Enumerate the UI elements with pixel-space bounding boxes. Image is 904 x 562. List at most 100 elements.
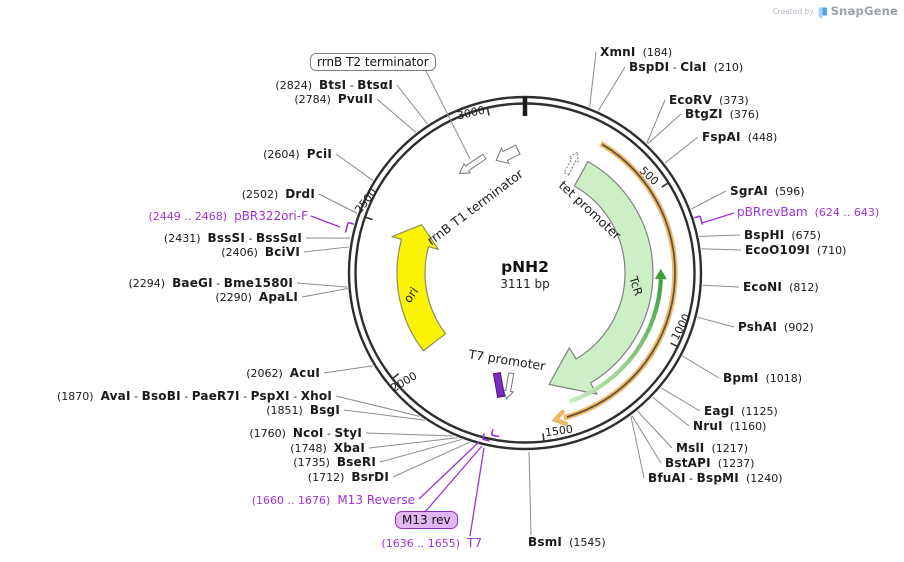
pbr322ori-f-mark	[344, 222, 349, 233]
callout-BsrDI	[392, 441, 470, 478]
label-BstAPI[interactable]: BstAPI (1237)	[665, 456, 755, 470]
tcr-direction-arrowhead	[654, 268, 667, 280]
tick-mark-2000	[391, 373, 400, 380]
label-BspDI-ClaI[interactable]: BspDI - ClaI (210)	[629, 60, 744, 74]
callout-BspDI	[597, 66, 626, 112]
callout-BtsI	[396, 84, 428, 125]
label-XbaI[interactable]: (1748) XbaI	[290, 441, 365, 455]
tet-gene-arrowhead	[551, 409, 568, 426]
callout-PshAI	[697, 316, 735, 328]
plasmid-name: pNH2	[501, 258, 549, 276]
callout-pBR322ori-F	[310, 215, 341, 228]
callout-M13 Reverse	[418, 441, 480, 500]
t2-box-callout	[425, 70, 471, 160]
pbr322ori-f-mark-tick	[347, 221, 355, 225]
callout-BseRI	[379, 438, 463, 463]
tet-promoter-arrow	[563, 151, 579, 176]
callout-T7	[469, 447, 485, 537]
label-BsmI[interactable]: BsmI (1545)	[528, 535, 606, 549]
label-T7[interactable]: (1636 .. 1655) T7	[381, 536, 482, 550]
rrnb-t1-terminator-arrow	[495, 144, 521, 165]
rrnb-t2-terminator-label-box[interactable]: rrnB T2 terminator	[310, 53, 436, 71]
callout-EcoNI	[702, 284, 740, 288]
m13-rev-label-box[interactable]: M13 rev	[395, 511, 458, 529]
ori-feature-arrow[interactable]	[391, 224, 447, 352]
tick-mark-500	[661, 182, 669, 188]
label-BtsI-BtsαI[interactable]: (2824) BtsI - BtsαI	[275, 78, 393, 92]
tick-mark-2500	[364, 216, 373, 221]
label-NruI[interactable]: NruI (1160)	[693, 419, 767, 433]
label-MslI[interactable]: MslI (1217)	[676, 441, 749, 455]
callout-PciI	[335, 153, 374, 181]
t7-primer-mark	[491, 434, 500, 438]
label-BsrDI[interactable]: (1712) BsrDI	[307, 470, 389, 484]
callout-AcuI	[323, 365, 374, 374]
label-BciVI[interactable]: (2406) BciVI	[221, 245, 300, 259]
callout-BsgI	[343, 409, 426, 421]
label-NcoI-StyI[interactable]: (1760) NcoI - StyI	[249, 426, 362, 440]
snapgene-logo-icon	[818, 5, 831, 19]
callout-BaeGI	[296, 282, 348, 288]
label-PvuII[interactable]: (2784) PvuII	[294, 92, 373, 106]
label-ApaLI[interactable]: (2290) ApaLI	[215, 290, 298, 304]
label-BspHI[interactable]: BspHI (675)	[744, 228, 821, 242]
callout-DrdI	[318, 193, 358, 214]
label-BpmI[interactable]: BpmI (1018)	[723, 371, 803, 385]
callout-EcoO109I	[701, 248, 742, 251]
callout-NruI	[652, 396, 690, 427]
t7-primer-mark-tick	[490, 429, 494, 436]
label-XmnI[interactable]: XmnI (184)	[600, 45, 673, 59]
label-BssSI-BssSαI[interactable]: (2431) BssSI - BssSαI	[163, 231, 302, 245]
callout-XmnI	[589, 51, 597, 108]
label-SgrAI[interactable]: SgrAI (596)	[730, 184, 805, 198]
label-EcoRV[interactable]: EcoRV (373)	[669, 93, 749, 107]
label-M13-Reverse[interactable]: (1660 .. 1676) M13 Reverse	[251, 493, 415, 507]
pbrrevbam-mark	[699, 215, 704, 225]
tick-mark-3000	[486, 107, 490, 116]
snapgene-watermark: Created by SnapGene	[772, 4, 898, 19]
label-EcoNI[interactable]: EcoNI (812)	[743, 280, 819, 294]
m13-box-callout	[424, 445, 483, 513]
callout-AvaI	[335, 395, 420, 417]
label-FspAI[interactable]: FspAI (448)	[702, 130, 778, 144]
callout-BciVI	[303, 246, 349, 253]
label-PshAI[interactable]: PshAI (902)	[738, 320, 814, 334]
watermark-brand: SnapGene	[830, 4, 898, 18]
label-BseRI[interactable]: (1735) BseRI	[293, 455, 376, 469]
watermark-prefix: Created by	[772, 6, 814, 16]
tcr-feature-arrow[interactable]	[548, 161, 654, 395]
plasmid-size: 3111 bp	[500, 277, 550, 291]
callout-NcoI	[365, 432, 454, 437]
callout-EcoRV	[646, 99, 666, 144]
callout-BpmI	[682, 355, 720, 379]
label-pBRrevBam[interactable]: pBRrevBam (624 .. 643)	[737, 205, 880, 219]
m13-rev-mark-tick	[481, 433, 485, 440]
label-AcuI[interactable]: (2062) AcuI	[246, 366, 320, 380]
label-PciI[interactable]: (2604) PciI	[263, 147, 332, 161]
label-BfuAI-BspMI[interactable]: BfuAI - BspMI (1240)	[648, 471, 783, 485]
tick-mark-1500	[542, 433, 545, 442]
tcr-direction-arrow	[568, 279, 663, 404]
callout-BtgZI	[647, 113, 682, 145]
tick-mark-1000	[670, 342, 679, 348]
label-pBR322ori-F[interactable]: (2449 .. 2468) pBR322ori-F	[148, 209, 309, 223]
t7-promoter-marker[interactable]	[492, 371, 506, 399]
callout-pBRrevBam	[701, 212, 735, 224]
label-BtgZI[interactable]: BtgZI (376)	[685, 107, 760, 121]
callout-ApaLI	[301, 288, 348, 298]
callout-BfuAI	[630, 415, 645, 479]
callout-BstAPI	[631, 415, 662, 464]
label-EagI[interactable]: EagI (1125)	[704, 404, 778, 418]
label-BaeGI-Bme1580I[interactable]: (2294) BaeGI - Bme1580I	[128, 276, 293, 290]
label-EcoO109I[interactable]: EcoO109I (710)	[745, 243, 847, 257]
rrnb-t2-terminator-arrow	[458, 153, 487, 174]
label-AvaI-BsoBI-PaeR7I-PspXI-XhoI[interactable]: (1870) AvaI - BsoBI - PaeR7I - PspXI - X…	[57, 389, 332, 403]
callout-FspAI	[664, 136, 699, 164]
callout-BspHI	[699, 234, 741, 237]
t7-promoter-arrow	[502, 372, 515, 400]
callout-MslI	[637, 410, 673, 449]
label-DrdI[interactable]: (2502) DrdI	[241, 187, 315, 201]
label-BsgI[interactable]: (1851) BsgI	[266, 403, 340, 417]
